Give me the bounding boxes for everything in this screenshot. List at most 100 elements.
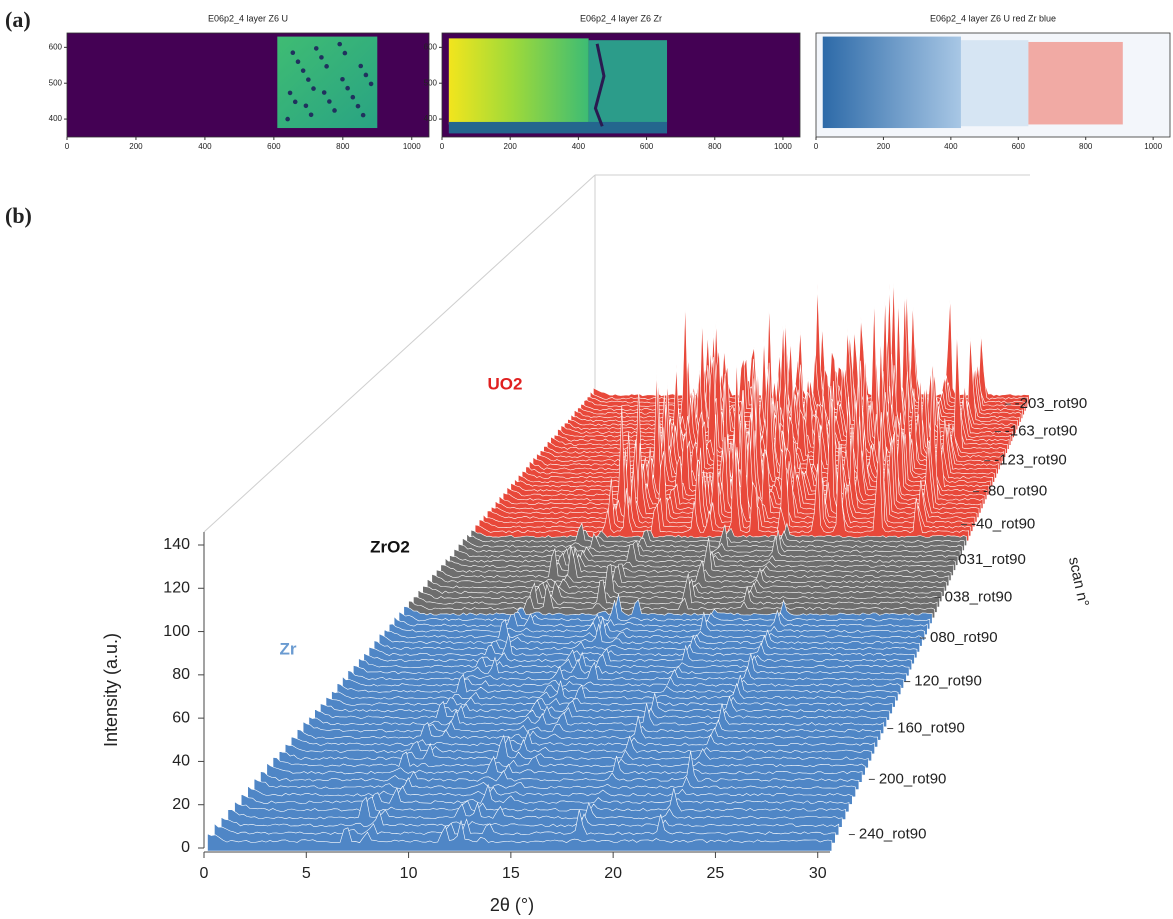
x-tick-label: 30 bbox=[809, 865, 827, 882]
x-tick-label: 0 bbox=[814, 142, 819, 151]
x-tick-label: 800 bbox=[1079, 142, 1093, 151]
spectrum-row bbox=[207, 820, 833, 852]
z-tick-label: 038_rot90 bbox=[945, 589, 1013, 606]
z-tick-label: -80_rot90 bbox=[983, 483, 1047, 500]
x-tick-label: 5 bbox=[302, 865, 311, 882]
image-spot bbox=[308, 112, 314, 118]
image-spot bbox=[313, 46, 319, 51]
spectrum-row bbox=[378, 623, 920, 653]
y-tick-label: 600 bbox=[49, 42, 63, 51]
x-tick-label: 600 bbox=[1012, 142, 1026, 151]
image-spot bbox=[337, 41, 343, 47]
image-spot bbox=[292, 99, 298, 105]
image-crack bbox=[593, 43, 606, 127]
image-spot bbox=[360, 112, 366, 118]
y-tick-label: 400 bbox=[49, 114, 63, 123]
panel-label: (a) bbox=[5, 7, 31, 32]
z-axis-label: scan n° bbox=[1065, 556, 1092, 609]
x-tick-label: 200 bbox=[129, 142, 143, 151]
image-spot bbox=[358, 63, 364, 69]
y-tick-label: 400 bbox=[424, 114, 438, 123]
spectrum-row bbox=[234, 788, 846, 820]
x-tick-label: 600 bbox=[267, 142, 281, 151]
x-tick-label: 400 bbox=[572, 142, 586, 151]
spectrum-row bbox=[278, 734, 869, 769]
x-tick-label: 0 bbox=[200, 865, 209, 882]
spectrum-row bbox=[214, 809, 836, 844]
image-spot bbox=[332, 108, 337, 113]
y-tick-label: 120 bbox=[163, 579, 190, 596]
spectrum-row bbox=[413, 573, 938, 613]
image-spot bbox=[350, 94, 356, 100]
x-tick-label: 1000 bbox=[403, 142, 421, 151]
x-tick-label: 15 bbox=[502, 865, 520, 882]
x-tick-label: 25 bbox=[707, 865, 725, 882]
phase-label: ZrO2 bbox=[370, 537, 410, 556]
x-tick-label: 1000 bbox=[774, 142, 792, 151]
spectrum-row bbox=[462, 524, 963, 556]
image-spot bbox=[285, 116, 290, 122]
image-region bbox=[960, 40, 1029, 127]
y-tick-label: 600 bbox=[424, 42, 438, 51]
spectra bbox=[207, 276, 1030, 852]
x-tick-label: 400 bbox=[198, 142, 212, 151]
z-tick-label: 080_rot90 bbox=[930, 629, 998, 646]
image-spot bbox=[319, 55, 324, 60]
spectrum-row bbox=[240, 783, 850, 813]
spectrum-row bbox=[431, 560, 947, 592]
z-tick-label: 160_rot90 bbox=[897, 720, 965, 737]
x-tick-label: 800 bbox=[708, 142, 722, 151]
z-tick-label: 120_rot90 bbox=[914, 673, 982, 690]
phase-label: Zr bbox=[280, 639, 297, 658]
panel-label: (b) bbox=[5, 203, 32, 228]
spectrum-row bbox=[408, 584, 935, 619]
image-spot bbox=[368, 81, 374, 87]
image-spot bbox=[355, 103, 361, 109]
image-title: E06p2_4 layer Z6 Zr bbox=[580, 13, 662, 23]
y-tick-label: 60 bbox=[172, 709, 190, 726]
x-tick-label: 600 bbox=[640, 142, 654, 151]
y-tick-label: 500 bbox=[424, 78, 438, 87]
spectrum-row bbox=[388, 611, 925, 641]
z-tick-label: 240_rot90 bbox=[859, 826, 927, 843]
image-spot bbox=[295, 59, 301, 64]
spectrum-row bbox=[474, 429, 969, 542]
z-tick-label: -40_rot90 bbox=[971, 516, 1035, 533]
phase-label: UO2 bbox=[488, 374, 523, 393]
y-tick-label: 80 bbox=[172, 666, 190, 683]
image-spot bbox=[300, 68, 306, 73]
image-spot bbox=[306, 77, 311, 82]
z-tick-label: 200_rot90 bbox=[879, 770, 947, 787]
image-region bbox=[822, 36, 961, 129]
wall-edge bbox=[203, 174, 596, 533]
image-spot bbox=[345, 85, 350, 91]
z-tick-label: -163_rot90 bbox=[1005, 423, 1078, 440]
image-title: E06p2_4 layer Z6 U red Zr blue bbox=[930, 13, 1056, 23]
y-tick-label: 140 bbox=[163, 536, 190, 553]
y-tick-label: 500 bbox=[49, 78, 63, 87]
image-frame bbox=[815, 32, 1171, 138]
image-spot bbox=[363, 72, 369, 78]
spectrum-row bbox=[272, 751, 866, 776]
image-spot bbox=[287, 90, 293, 96]
image-region bbox=[1028, 41, 1123, 125]
image-spot bbox=[311, 86, 316, 91]
x-tick-label: 800 bbox=[336, 142, 350, 151]
image-spot bbox=[303, 103, 309, 109]
x-tick-label: 20 bbox=[604, 865, 622, 882]
x-tick-label: 400 bbox=[944, 142, 958, 151]
image-region bbox=[448, 38, 589, 125]
image-spot bbox=[342, 50, 348, 56]
x-tick-label: 10 bbox=[400, 865, 418, 882]
image-spot bbox=[321, 90, 327, 95]
image-spot bbox=[324, 64, 329, 69]
x-tick-label: 200 bbox=[877, 142, 891, 151]
image-spot bbox=[327, 99, 332, 104]
x-tick-label: 0 bbox=[440, 142, 445, 151]
image-frame bbox=[66, 32, 430, 138]
image-title: E06p2_4 layer Z6 U bbox=[208, 13, 288, 23]
y-tick-label: 20 bbox=[172, 796, 190, 813]
spectrum-row bbox=[353, 653, 907, 683]
spectrum-row bbox=[347, 661, 904, 689]
